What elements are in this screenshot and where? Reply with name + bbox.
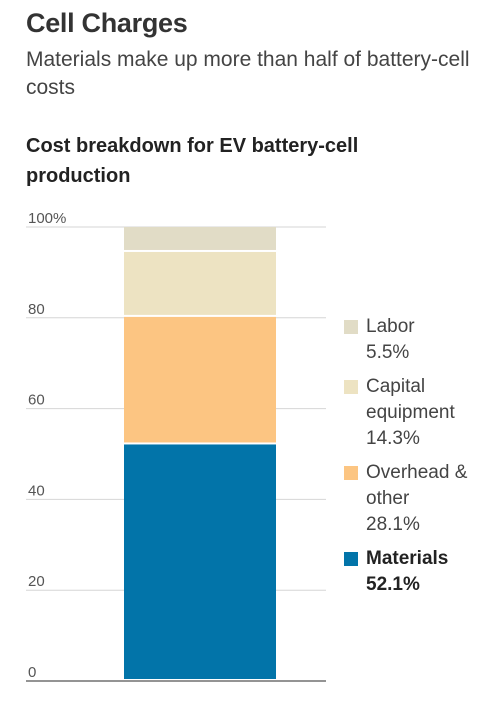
- bar-segment-capital-equipment: [124, 251, 276, 315]
- chart-title: Cost breakdown for EV battery-cell produ…: [26, 135, 359, 187]
- legend-value: 28.1%: [366, 514, 420, 535]
- legend-value: 14.3%: [366, 428, 420, 449]
- legend-swatch: [344, 552, 358, 566]
- bar-segment-overhead-other: [124, 316, 276, 443]
- y-tick-label: 60: [28, 392, 45, 409]
- legend-label: Materials: [366, 548, 449, 569]
- legend-label: Labor: [366, 316, 415, 337]
- chart-legend: Labor 5.5% Capital equipment 14.3% Overhead …: [344, 314, 494, 606]
- legend-item-materials: Materials 52.1%: [344, 546, 494, 598]
- page-subtitle: Materials make up more than half of batt…: [26, 48, 470, 99]
- bar-segment-materials: [124, 444, 276, 679]
- bar-segment-labor: [124, 227, 276, 250]
- y-tick-label: 40: [28, 482, 45, 499]
- legend-value: 5.5%: [366, 342, 410, 363]
- legend-swatch: [344, 466, 358, 480]
- legend-item-labor: Labor 5.5%: [344, 314, 494, 366]
- legend-item-overhead-other: Overhead & other 28.1%: [344, 460, 494, 538]
- y-tick-label: 0: [28, 664, 36, 681]
- y-tick-label: 80: [28, 301, 45, 318]
- legend-label: Capital equipment: [366, 376, 455, 423]
- legend-label: Overhead & other: [366, 462, 468, 509]
- legend-swatch: [344, 320, 358, 334]
- y-tick-label: 100%: [28, 210, 66, 227]
- legend-item-capital-equipment: Capital equipment 14.3%: [344, 374, 494, 452]
- page-title: Cell Charges: [26, 8, 188, 38]
- y-tick-label: 20: [28, 573, 45, 590]
- legend-swatch: [344, 380, 358, 394]
- legend-value: 52.1%: [366, 574, 420, 595]
